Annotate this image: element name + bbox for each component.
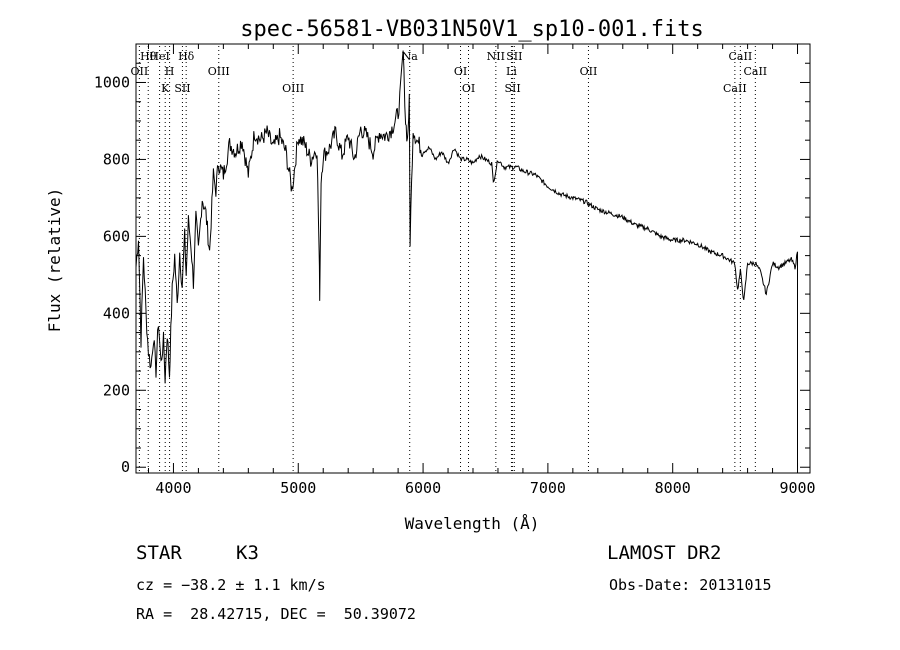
spectral-line-label: CaII — [729, 50, 753, 63]
x-tick-label: 9000 — [779, 479, 815, 497]
object-subclass: K3 — [236, 542, 259, 564]
x-tick-label: 7000 — [530, 479, 566, 497]
plot-frame — [135, 43, 811, 474]
spectral-line-label: OI — [454, 65, 467, 78]
x-tick-label: 8000 — [655, 479, 691, 497]
y-tick-label: 400 — [103, 304, 130, 322]
spectral-line-label: SII — [504, 82, 520, 95]
spectral-line-label: K — [161, 82, 170, 95]
spectral-line-label: CaII — [723, 82, 747, 95]
y-tick-label: 0 — [121, 458, 130, 476]
x-axis-label: Wavelength (Å) — [405, 514, 540, 533]
spectral-line-label: OIII — [208, 65, 230, 78]
x-tick-label: 5000 — [280, 479, 316, 497]
spectral-line-label: Hθ — [140, 50, 157, 63]
obs-date: Obs-Date: 20131015 — [609, 576, 772, 594]
spectral-line-label: NII — [487, 50, 505, 63]
spectral-line-label: Na — [402, 50, 419, 63]
x-tick-label: 4000 — [155, 479, 191, 497]
spectral-line-label: OI — [462, 82, 475, 95]
y-axis-label: Flux (relative) — [45, 188, 64, 333]
plot-area: 4000 5000 6000 7000 8000 9000 0 200 400 600 800 100… — [94, 43, 816, 497]
spectral-line-label: OII — [580, 65, 598, 78]
y-tick-label: 200 — [103, 381, 130, 399]
survey-name: LAMOST DR2 — [607, 542, 722, 564]
spectral-line-label: Hδ — [178, 50, 195, 63]
object-type: STAR — [136, 542, 182, 564]
spectral-line-label: CaII — [743, 65, 767, 78]
spectral-line-label: OII — [131, 65, 149, 78]
y-tick-label: 800 — [103, 150, 130, 168]
spectral-line-label: H — [165, 65, 175, 78]
spectrum-line — [135, 50, 798, 468]
spectral-line-label: Li — [506, 65, 517, 78]
coordinates: RA = 28.42715, DEC = 50.39072 — [136, 605, 416, 623]
chart-title: spec-56581-VB031N50V1_sp10-001.fits — [240, 17, 704, 42]
y-tick-label: 600 — [103, 227, 130, 245]
x-tick-label: 6000 — [405, 479, 441, 497]
y-tick-label: 1000 — [94, 73, 130, 91]
spectral-line-label: SII — [506, 50, 522, 63]
spectral-line-label: SII — [174, 82, 190, 95]
spectral-line-label: HeI — [149, 50, 169, 63]
velocity-readout: cz = −38.2 ± 1.1 km/s — [136, 576, 326, 594]
spectral-line-label: OIII — [282, 82, 304, 95]
